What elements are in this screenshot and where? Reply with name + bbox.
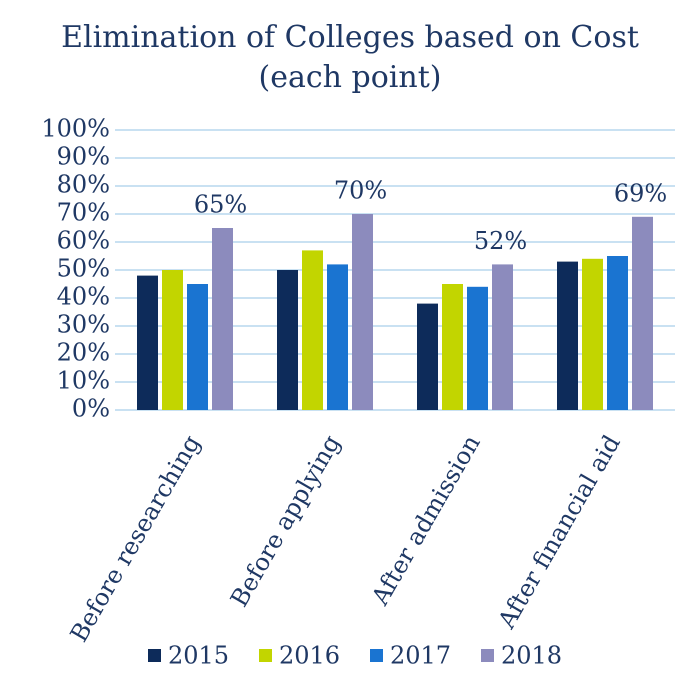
bar bbox=[162, 270, 183, 410]
bar bbox=[492, 264, 513, 410]
bar bbox=[557, 261, 578, 410]
data-label: 69% bbox=[614, 179, 667, 207]
legend-label: 2018 bbox=[501, 642, 562, 670]
legend-swatch bbox=[259, 649, 272, 662]
bar bbox=[417, 303, 438, 410]
y-tick-label: 100% bbox=[41, 115, 110, 143]
x-tick-label: After financial aid bbox=[492, 430, 626, 634]
data-label: 70% bbox=[334, 177, 387, 205]
x-tick-label: After admission bbox=[366, 430, 486, 610]
legend-swatch bbox=[370, 649, 383, 662]
y-tick-label: 90% bbox=[57, 143, 110, 171]
bar bbox=[352, 214, 373, 410]
legend-label: 2017 bbox=[390, 642, 451, 670]
y-tick-label: 60% bbox=[57, 227, 110, 255]
bar bbox=[302, 250, 323, 410]
legend-swatch bbox=[148, 649, 161, 662]
bar bbox=[212, 228, 233, 410]
legend-label: 2015 bbox=[168, 642, 229, 670]
legend-swatch bbox=[481, 649, 494, 662]
x-tick-label: Before applying bbox=[225, 430, 346, 611]
data-label: 65% bbox=[194, 191, 247, 219]
bar bbox=[632, 216, 653, 410]
y-tick-label: 40% bbox=[57, 283, 110, 311]
y-tick-label: 50% bbox=[57, 255, 110, 283]
y-tick-label: 30% bbox=[57, 311, 110, 339]
bar bbox=[137, 275, 158, 410]
y-tick-label: 10% bbox=[57, 367, 110, 395]
data-label: 52% bbox=[474, 227, 527, 255]
bar bbox=[327, 264, 348, 410]
y-tick-label: 70% bbox=[57, 199, 110, 227]
x-tick-label: Before researching bbox=[65, 430, 206, 647]
bar bbox=[467, 286, 488, 410]
legend-label: 2016 bbox=[279, 642, 340, 670]
y-tick-label: 20% bbox=[57, 339, 110, 367]
bar bbox=[607, 256, 628, 410]
y-tick-label: 80% bbox=[57, 171, 110, 199]
bar bbox=[442, 284, 463, 410]
bar bbox=[187, 284, 208, 410]
bar bbox=[277, 270, 298, 410]
y-tick-label: 0% bbox=[72, 395, 110, 423]
bar bbox=[582, 258, 603, 410]
chart-title: Elimination of Colleges based on Cost (e… bbox=[61, 20, 639, 95]
